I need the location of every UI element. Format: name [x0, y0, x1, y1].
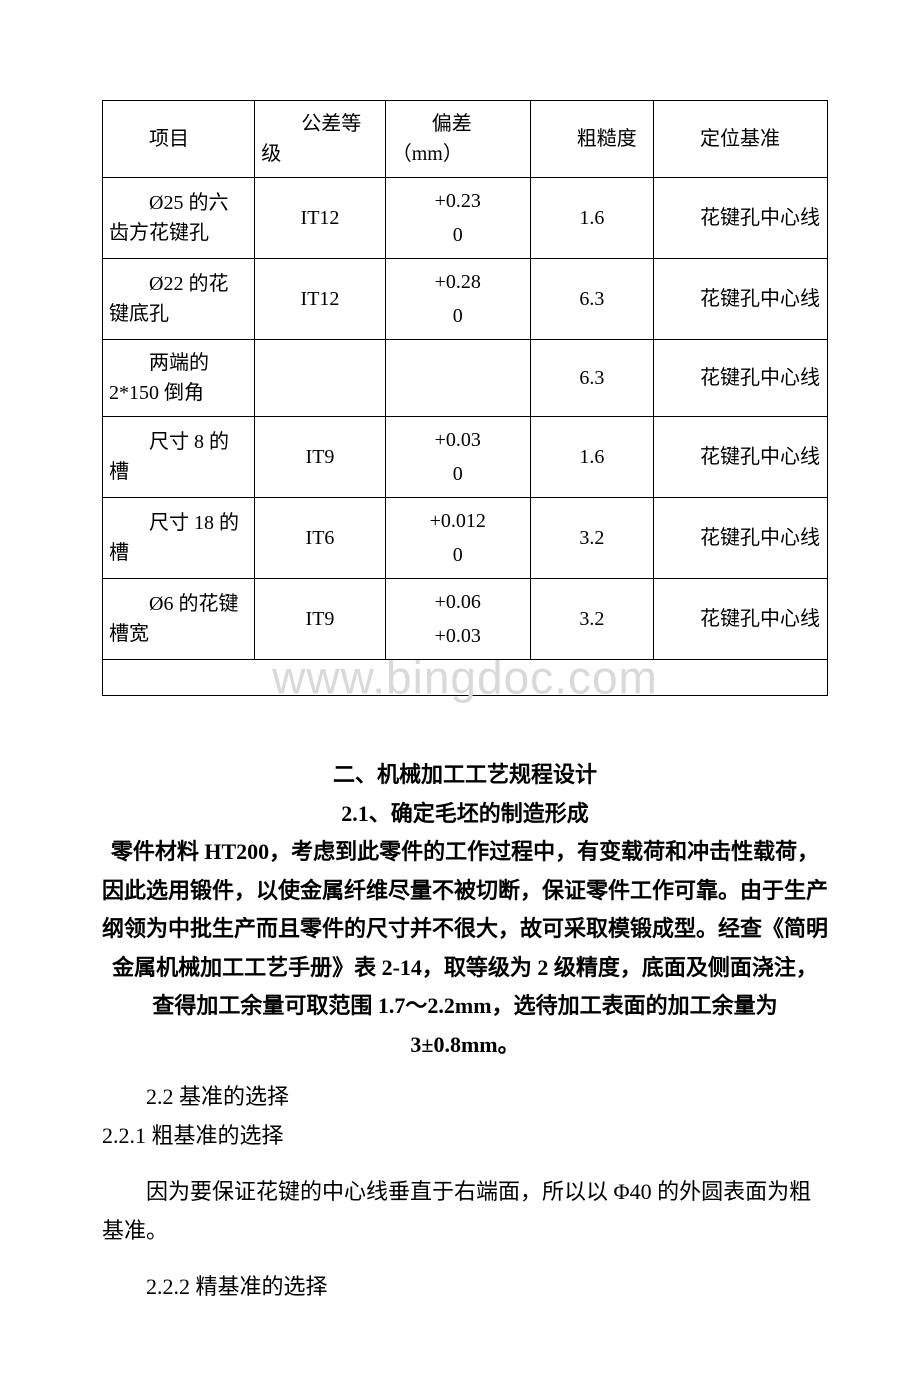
table-header-row: 项目 公差等级 偏差（mm） 粗糙度 定位基准 — [103, 101, 828, 178]
cell-datum: 花键孔中心线 — [654, 579, 828, 660]
col-header-datum: 定位基准 — [654, 101, 828, 178]
cell-tol: IT9 — [255, 417, 386, 498]
cell-datum: 花键孔中心线 — [654, 498, 828, 579]
cell-item: Ø6 的花键槽宽 — [103, 579, 255, 660]
dev-bot: 0 — [453, 459, 463, 489]
heading-2: 2.1、确定毛坯的制造形成 — [102, 795, 828, 834]
col-header-dev: 偏差（mm） — [385, 101, 530, 178]
col-header-rough: 粗糙度 — [530, 101, 653, 178]
table-empty-row: www.bingdoc.com — [103, 660, 828, 696]
cell-tol: IT12 — [255, 259, 386, 340]
subheading-221: 2.2.1 粗基准的选择 — [102, 1117, 828, 1156]
heading-1: 二、机械加工工艺规程设计 — [102, 756, 828, 795]
col-header-item: 项目 — [103, 101, 255, 178]
dev-bot: 0 — [453, 540, 463, 570]
cell-tol: IT9 — [255, 579, 386, 660]
dev-bot: 0 — [453, 301, 463, 331]
table-row: Ø25 的六齿方花键孔 IT12 +0.23 0 1.6 花键孔中心线 — [103, 178, 828, 259]
cell-tol — [255, 340, 386, 417]
dev-top: +0.012 — [430, 506, 486, 536]
cell-datum: 花键孔中心线 — [654, 417, 828, 498]
paragraph-1: 零件材料 HT200，考虑到此零件的工作过程中，有变载荷和冲击性载荷，因此选用锻… — [102, 833, 828, 1064]
subheading-222: 2.2.2 精基准的选择 — [102, 1268, 828, 1307]
cell-datum: 花键孔中心线 — [654, 340, 828, 417]
dev-top: +0.06 — [435, 587, 481, 617]
cell-item: 尺寸 8 的槽 — [103, 417, 255, 498]
table-row: Ø6 的花键槽宽 IT9 +0.06 +0.03 3.2 花键孔中心线 — [103, 579, 828, 660]
table-row: 尺寸 18 的槽 IT6 +0.012 0 3.2 花键孔中心线 — [103, 498, 828, 579]
cell-dev: +0.012 0 — [385, 498, 530, 579]
col-header-tol: 公差等级 — [255, 101, 386, 178]
body-section: 二、机械加工工艺规程设计 2.1、确定毛坯的制造形成 零件材料 HT200，考虑… — [102, 756, 828, 1307]
subheading-22: 2.2 基准的选择 — [102, 1078, 828, 1117]
cell-item: 尺寸 18 的槽 — [103, 498, 255, 579]
cell-datum: 花键孔中心线 — [654, 259, 828, 340]
cell-item: 两端的2*150 倒角 — [103, 340, 255, 417]
cell-dev: +0.23 0 — [385, 178, 530, 259]
paragraph-2: 因为要保证花键的中心线垂直于右端面，所以以 Φ40 的外圆表面为粗基准。 — [102, 1173, 828, 1250]
cell-item: Ø25 的六齿方花键孔 — [103, 178, 255, 259]
cell-rough: 6.3 — [530, 340, 653, 417]
cell-dev: +0.28 0 — [385, 259, 530, 340]
cell-rough: 6.3 — [530, 259, 653, 340]
dev-bot: +0.03 — [435, 621, 481, 651]
cell-rough: 1.6 — [530, 417, 653, 498]
cell-item: Ø22 的花键底孔 — [103, 259, 255, 340]
cell-datum: 花键孔中心线 — [654, 178, 828, 259]
cell-tol: IT6 — [255, 498, 386, 579]
dev-top: +0.23 — [435, 186, 481, 216]
cell-dev — [385, 340, 530, 417]
cell-rough: 3.2 — [530, 579, 653, 660]
tolerance-table: 项目 公差等级 偏差（mm） 粗糙度 定位基准 Ø25 的六齿方花键孔 IT12… — [102, 100, 828, 696]
table-row: Ø22 的花键底孔 IT12 +0.28 0 6.3 花键孔中心线 — [103, 259, 828, 340]
cell-dev: +0.06 +0.03 — [385, 579, 530, 660]
dev-top: +0.03 — [435, 425, 481, 455]
cell-rough: 3.2 — [530, 498, 653, 579]
table-row: 尺寸 8 的槽 IT9 +0.03 0 1.6 花键孔中心线 — [103, 417, 828, 498]
document-page: 项目 公差等级 偏差（mm） 粗糙度 定位基准 Ø25 的六齿方花键孔 IT12… — [0, 0, 920, 1387]
dev-bot: 0 — [453, 220, 463, 250]
table-row: 两端的2*150 倒角 6.3 花键孔中心线 — [103, 340, 828, 417]
cell-tol: IT12 — [255, 178, 386, 259]
cell-rough: 1.6 — [530, 178, 653, 259]
empty-cell: www.bingdoc.com — [103, 660, 828, 696]
dev-top: +0.28 — [435, 267, 481, 297]
cell-dev: +0.03 0 — [385, 417, 530, 498]
